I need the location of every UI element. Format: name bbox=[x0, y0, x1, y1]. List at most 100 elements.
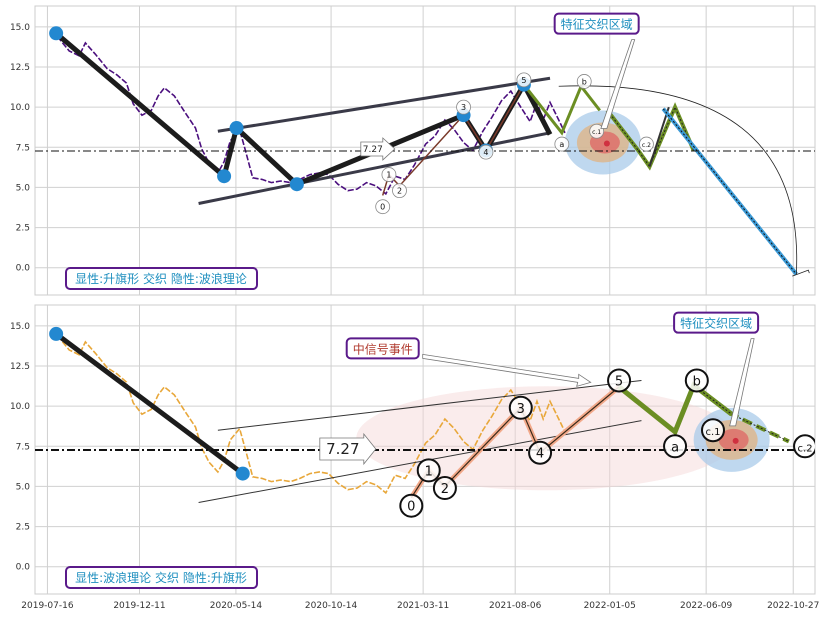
wave-marker bbox=[229, 121, 244, 136]
feature-zone-center bbox=[603, 140, 610, 147]
y-tick-label: 7.5 bbox=[16, 442, 30, 452]
wave-label-circle bbox=[478, 144, 494, 160]
projection-end bbox=[792, 269, 810, 277]
wave-label-circle bbox=[432, 476, 457, 501]
legend-box bbox=[65, 267, 258, 290]
wave-label: 5 bbox=[615, 374, 623, 389]
wave-label: 3 bbox=[461, 103, 466, 112]
y-tick-label: 7.5 bbox=[16, 143, 30, 153]
channel-upper bbox=[217, 76, 551, 133]
plot-content: 7.27 0 12 3 4 5 a b c.1 c.2 bbox=[35, 26, 815, 277]
feature-zone-box bbox=[553, 12, 640, 35]
price-level-label: 7.27 bbox=[326, 440, 359, 458]
feature-zone-label: 特征交织区域 bbox=[680, 316, 752, 331]
wave-label: 0 bbox=[407, 500, 415, 515]
y-tick-label: 10.0 bbox=[10, 402, 30, 412]
signal-zone-box bbox=[345, 337, 420, 360]
wave-marker bbox=[235, 466, 250, 481]
feature-zone-pointer bbox=[600, 39, 636, 129]
price-level-label: 7.27 bbox=[363, 145, 383, 155]
forecast-green-core bbox=[606, 105, 695, 168]
wave-label: 0 bbox=[380, 203, 385, 212]
wave-label: 2 bbox=[397, 187, 402, 196]
x-tick-label: 2020-10-14 bbox=[305, 601, 358, 611]
wave-label: b bbox=[582, 77, 587, 86]
wave-label-circle bbox=[793, 434, 815, 459]
legend-box bbox=[65, 566, 258, 589]
forecast-dark bbox=[648, 106, 670, 167]
x-tick-label: 2019-12-11 bbox=[113, 601, 165, 611]
wave-marker bbox=[289, 177, 304, 192]
wave-marker bbox=[49, 326, 64, 341]
feature-zone-pointer bbox=[729, 338, 755, 427]
wave-label-circle bbox=[416, 458, 441, 483]
y-tick-label: 15.0 bbox=[10, 322, 30, 332]
forecast-blue-core bbox=[662, 108, 797, 275]
feature-zone-center bbox=[732, 437, 739, 444]
wave-label: c.2 bbox=[798, 443, 813, 454]
wave-label-circle bbox=[456, 99, 471, 115]
y-tick-label: 12.5 bbox=[10, 362, 30, 372]
y-tick-label: 2.5 bbox=[16, 523, 30, 533]
wave-label: c.2 bbox=[642, 142, 651, 149]
wave-marker bbox=[49, 26, 64, 41]
price-line bbox=[56, 334, 566, 495]
wave-marker bbox=[217, 169, 232, 184]
wave-label-circle bbox=[554, 136, 570, 152]
wave-label-circle bbox=[589, 123, 605, 139]
y-tick-label: 0.0 bbox=[16, 563, 31, 573]
feature-zone-box bbox=[673, 311, 760, 334]
feature-zone-label: 特征交织区域 bbox=[561, 17, 633, 32]
x-tick-label: 2019-07-16 bbox=[21, 601, 74, 611]
y-tick-label: 15.0 bbox=[10, 23, 30, 33]
x-tick-label: 2021-08-06 bbox=[489, 601, 542, 611]
forecast-green bbox=[692, 383, 790, 444]
x-tick-label: 2020-05-14 bbox=[210, 601, 263, 611]
wave-label-circle bbox=[684, 368, 709, 393]
wave-label-circle bbox=[392, 183, 407, 199]
y-tick-label: 2.5 bbox=[16, 224, 30, 234]
legend-text: 显性:升旗形 交织 隐性:波浪理论 bbox=[75, 271, 247, 286]
wave-label-circle bbox=[516, 72, 532, 88]
abc-wave bbox=[522, 83, 601, 136]
x-tick-label: 2022-06-09 bbox=[680, 601, 733, 611]
wave-label: 4 bbox=[483, 148, 488, 157]
wave-label: c.1 bbox=[705, 427, 720, 438]
panel-top: 0.0 2.5 5.0 7.5 10.0 12.5 15.0 7.27 0 12 3 4 5 a b c.1 c… bbox=[10, 5, 816, 296]
channel-upper bbox=[217, 379, 642, 431]
signal-zone-pointer bbox=[422, 353, 592, 387]
plot-content: 7.27 0 12 3 4 5 a b c.1 c.2 bbox=[35, 326, 815, 518]
wave-label-circle bbox=[375, 199, 391, 215]
wave-label: 4 bbox=[536, 447, 544, 462]
wave-label-circle bbox=[399, 493, 424, 518]
wave-label: 3 bbox=[517, 402, 525, 417]
wave-label-circle bbox=[381, 167, 397, 182]
price-line bbox=[56, 35, 566, 196]
wave-label-circle bbox=[528, 440, 553, 465]
y-tick-label: 10.0 bbox=[10, 103, 30, 113]
x-tick-label: 2021-03-11 bbox=[397, 601, 449, 611]
wave-label-circle bbox=[663, 434, 688, 459]
panel-bottom: 0.0 2.5 5.0 7.5 10.0 12.5 15.0 2019-07-16 2019-1… bbox=[10, 304, 819, 611]
y-tick-label: 5.0 bbox=[16, 183, 31, 193]
wave-label-circle bbox=[508, 395, 533, 420]
wave-label-circle bbox=[607, 368, 632, 393]
y-tick-label: 5.0 bbox=[16, 482, 31, 492]
x-tick-label: 2022-01-05 bbox=[584, 601, 636, 611]
legend-text: 显性:波浪理论 交织 隐性:升旗形 bbox=[75, 570, 247, 585]
wave-label: a bbox=[559, 140, 564, 149]
wave-label-circle bbox=[639, 136, 654, 152]
y-tick-label: 0.0 bbox=[16, 264, 31, 274]
signal-zone-label: 中信号事件 bbox=[353, 341, 413, 356]
wave-label-circle bbox=[700, 418, 725, 443]
price-level-arrow bbox=[319, 432, 377, 466]
wave-label: 2 bbox=[441, 482, 449, 497]
wave-label: 5 bbox=[521, 76, 526, 85]
x-tick-label: 2022-10-27 bbox=[767, 601, 819, 611]
forecast-green-core bbox=[693, 384, 790, 442]
wave-label: c.1 bbox=[592, 129, 601, 136]
wave-label: 1 bbox=[386, 171, 391, 180]
wave-label: b bbox=[693, 374, 701, 389]
wave-label: a bbox=[671, 440, 679, 455]
